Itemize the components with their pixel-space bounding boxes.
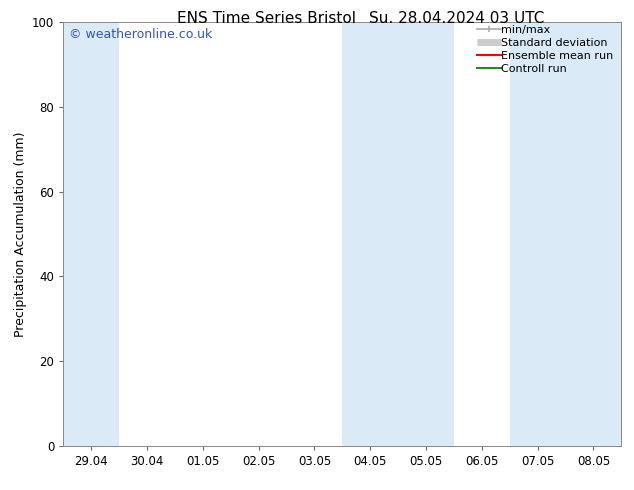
Legend: min/max, Standard deviation, Ensemble mean run, Controll run: min/max, Standard deviation, Ensemble me… bbox=[477, 25, 618, 74]
Text: © weatheronline.co.uk: © weatheronline.co.uk bbox=[69, 28, 212, 42]
Text: Su. 28.04.2024 03 UTC: Su. 28.04.2024 03 UTC bbox=[369, 11, 544, 26]
Bar bbox=[342, 22, 454, 446]
Bar bbox=[63, 22, 119, 446]
Bar bbox=[510, 22, 621, 446]
Text: ENS Time Series Bristol: ENS Time Series Bristol bbox=[177, 11, 356, 26]
Y-axis label: Precipitation Accumulation (mm): Precipitation Accumulation (mm) bbox=[13, 131, 27, 337]
